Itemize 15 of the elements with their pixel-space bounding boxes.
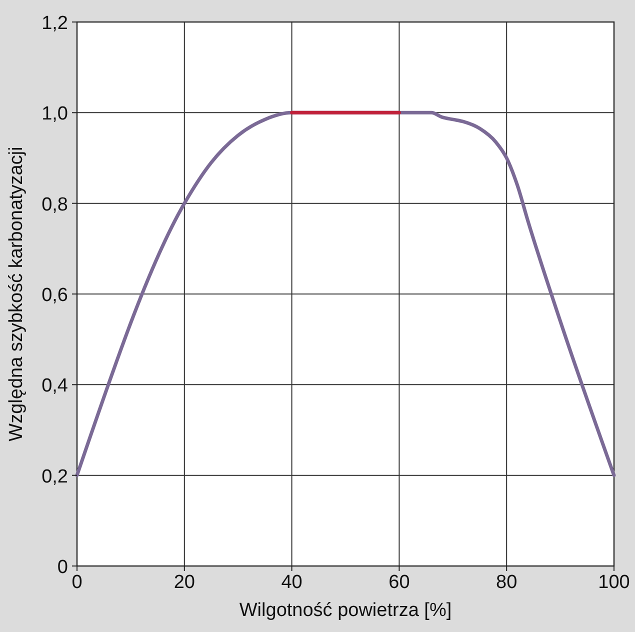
x-tick-label: 100 bbox=[598, 572, 630, 593]
y-tick-label: 0,6 bbox=[42, 285, 68, 306]
y-tick-label: 0,8 bbox=[42, 194, 68, 216]
x-tick-label: 0 bbox=[72, 572, 82, 593]
x-tick-label: 80 bbox=[496, 572, 518, 593]
y-tick-label: 1,0 bbox=[42, 104, 68, 125]
y-axis-title: Względna szybkość karbonatyzacji bbox=[6, 146, 27, 442]
y-tick-label: 1,2 bbox=[42, 13, 68, 34]
y-tick-label: 0 bbox=[57, 557, 68, 578]
y-tick-label: 0,4 bbox=[42, 376, 68, 397]
x-tick-label: 20 bbox=[174, 572, 195, 593]
x-tick-label: 40 bbox=[281, 572, 302, 593]
x-tick-label: 60 bbox=[388, 572, 410, 593]
y-tick-label: 0,2 bbox=[42, 466, 68, 488]
x-axis-title: Wilgotność powietrza [%] bbox=[239, 600, 452, 621]
